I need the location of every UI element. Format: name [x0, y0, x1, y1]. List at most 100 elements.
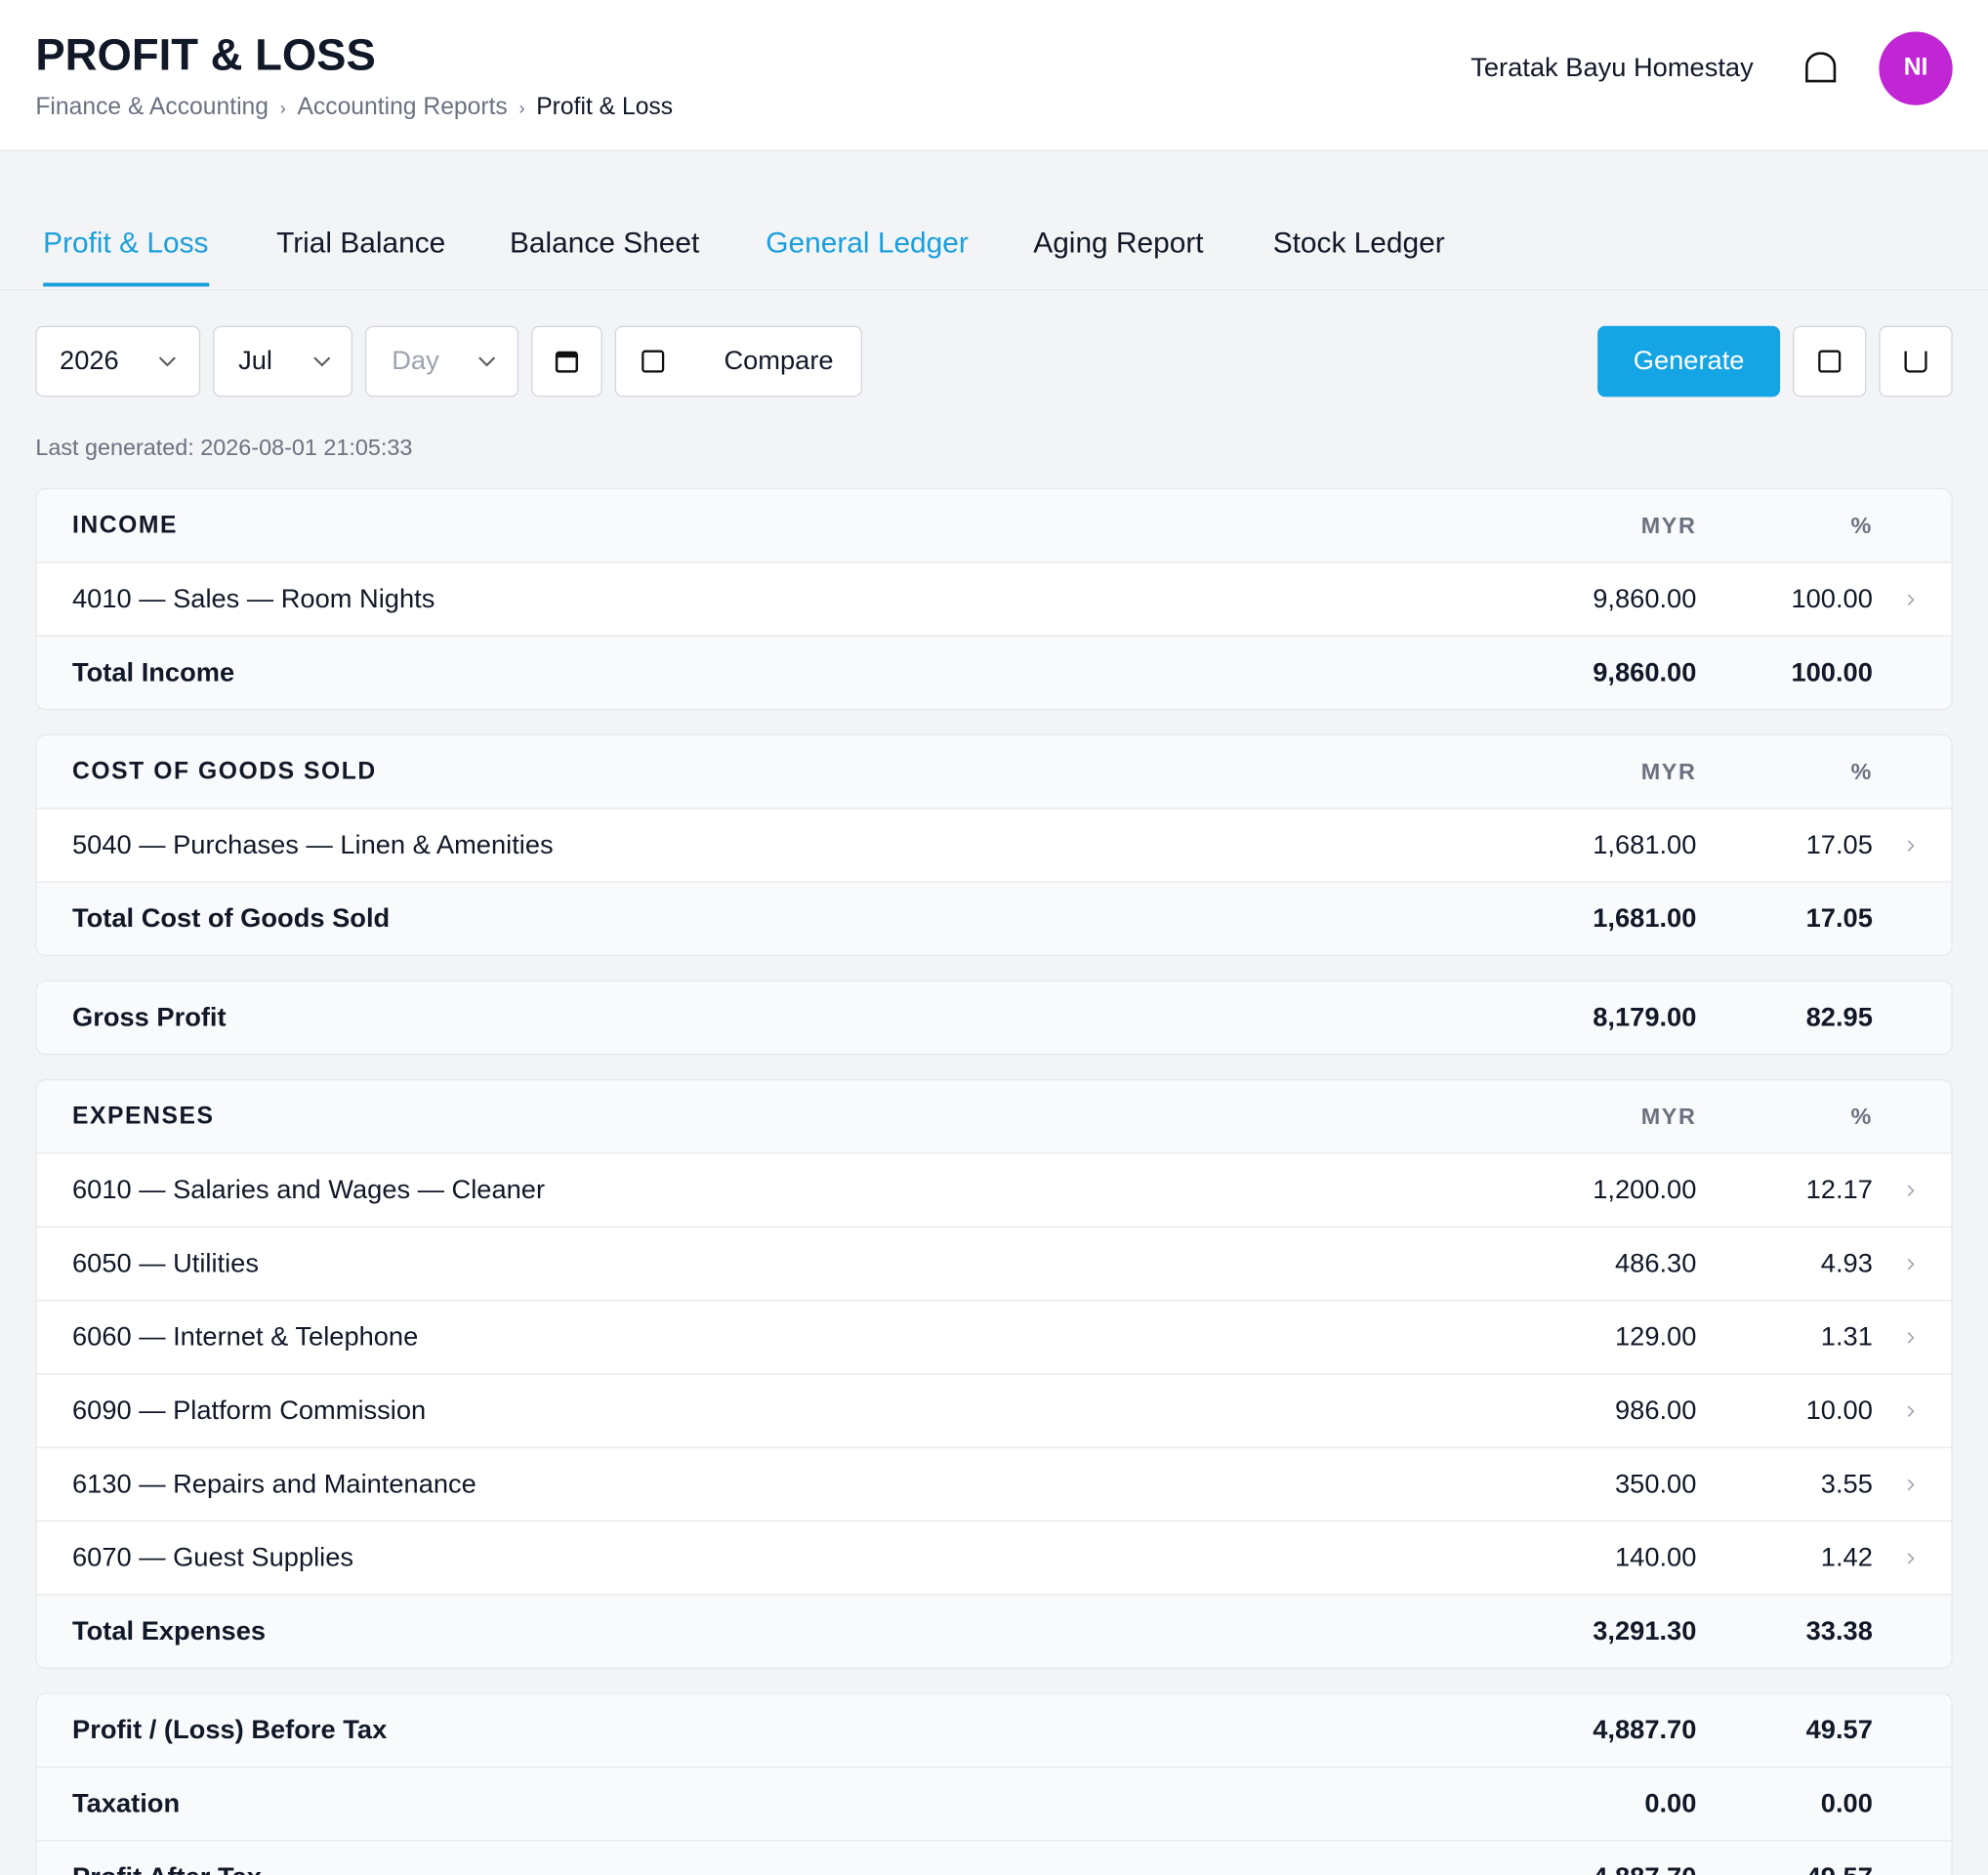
compare-toggle[interactable]: Compare [614, 325, 862, 397]
row-label: Total Income [72, 657, 235, 688]
section-header: INCOME MYR% [36, 489, 1952, 562]
top-bar: PROFIT & LOSS Finance & Accounting › Accou… [0, 0, 1988, 151]
summary-row: Profit After Tax 4,887.70 49.57 [36, 1840, 1952, 1875]
tab[interactable]: Trial Balance [276, 226, 446, 259]
row-label: 6130 — Repairs and Maintenance [72, 1469, 476, 1499]
compare-label: Compare [724, 346, 834, 376]
chevron [1907, 1553, 1915, 1564]
account-row[interactable]: 4010 — Sales — Room Nights 9,860.00 100.00 [36, 562, 1952, 635]
row-amount: 986.00 [1614, 1395, 1697, 1425]
tab[interactable]: Aging Report [1033, 226, 1204, 259]
row-label: 6070 — Guest Supplies [72, 1542, 354, 1572]
account-row[interactable]: 6090 — Platform Commission 986.00 10.00 [36, 1373, 1952, 1446]
row-percent: 3.55 [1820, 1469, 1873, 1499]
row-amount: MYR [1640, 1103, 1697, 1129]
row-amount: 9,860.00 [1593, 657, 1697, 688]
row-label: 6060 — Internet & Telephone [72, 1321, 419, 1352]
last-generated: Last generated: 2026-08-01 21:05:33 [35, 435, 413, 461]
chevron [1907, 1258, 1915, 1271]
chevron [1907, 1405, 1915, 1417]
row-amount: 4,887.70 [1593, 1862, 1696, 1875]
row-percent: 33.38 [1805, 1615, 1873, 1646]
row-percent: % [1850, 512, 1873, 538]
export-button[interactable] [1879, 325, 1953, 397]
chevron [1907, 840, 1915, 852]
account-row[interactable]: 6010 — Salaries and Wages — Cleaner 1,200… [36, 1152, 1952, 1226]
row-percent: 0.00 [1820, 1788, 1873, 1818]
row-percent: 17.05 [1805, 903, 1873, 934]
total-row: Total Cost of Goods Sold 1,681.00 17.05 [36, 881, 1952, 955]
row-amount: 4,887.70 [1593, 1715, 1697, 1745]
row-label: COST OF GOODS SOLD [72, 757, 377, 785]
tab[interactable]: Stock Ledger [1272, 226, 1445, 259]
avatar[interactable]: NI [1879, 31, 1953, 105]
calendar-button[interactable] [531, 325, 602, 397]
tab-indicator [43, 282, 210, 287]
select-value: Jul [238, 346, 272, 376]
tab[interactable]: Profit & Loss [43, 226, 209, 259]
row-amount: MYR [1640, 758, 1697, 784]
row-percent: 4.93 [1820, 1248, 1873, 1278]
tab-bar: Profit & Loss Trial Balance Balance Sheet G… [0, 0, 1988, 291]
tab[interactable]: General Ledger [766, 226, 969, 259]
row-percent: 49.57 [1806, 1862, 1873, 1875]
row-percent: % [1850, 758, 1873, 784]
summary-row: Taxation 0.00 0.00 [36, 1766, 1952, 1841]
row-label: Profit / (Loss) Before Tax [72, 1715, 388, 1745]
row-percent: 82.95 [1805, 1002, 1873, 1032]
row-label: Total Cost of Goods Sold [72, 903, 391, 934]
row-amount: 0.00 [1644, 1788, 1697, 1818]
row-amount: 1,681.00 [1593, 903, 1697, 934]
row-amount: 486.30 [1614, 1248, 1697, 1278]
account-row[interactable]: 6070 — Guest Supplies 140.00 1.42 [36, 1520, 1952, 1594]
account-row[interactable]: 5040 — Purchases — Linen & Amenities 1,68… [36, 808, 1952, 881]
account-row[interactable]: 6130 — Repairs and Maintenance 350.00 3.55 [36, 1446, 1952, 1521]
year-select[interactable]: 2026 [35, 325, 201, 397]
report-card: Gross Profit 8,179.00 82.95 [35, 979, 1953, 1056]
breadcrumb[interactable]: Accounting Reports [297, 94, 508, 121]
row-amount: 350.00 [1614, 1469, 1697, 1499]
row-percent: 1.31 [1820, 1321, 1873, 1352]
row-amount: 1,200.00 [1593, 1175, 1697, 1204]
summary-row: Profit / (Loss) Before Tax 4,887.70 49.57 [36, 1693, 1952, 1767]
row-label: EXPENSES [72, 1103, 215, 1130]
section-header: EXPENSES MYR% [36, 1080, 1952, 1153]
select-value: Day [392, 346, 439, 376]
month-select[interactable]: Jul [213, 325, 352, 397]
chevron [1907, 1479, 1915, 1491]
chevron [1907, 1332, 1915, 1344]
row-amount: MYR [1640, 512, 1697, 538]
account-row[interactable]: 6050 — Utilities 486.30 4.93 [36, 1226, 1952, 1300]
account-row[interactable]: 6060 — Internet & Telephone 129.00 1.31 [36, 1299, 1952, 1373]
summary-row: Gross Profit 8,179.00 82.95 [36, 981, 1952, 1055]
row-label: Taxation [72, 1788, 181, 1818]
print-button[interactable] [1793, 325, 1867, 397]
row-percent: 49.57 [1805, 1715, 1873, 1745]
total-row: Total Income 9,860.00 100.00 [36, 635, 1952, 709]
report-card: COST OF GOODS SOLD MYR% 5040 — Purchases —… [35, 733, 1953, 957]
row-percent: 100.00 [1791, 583, 1873, 613]
row-amount: 129.00 [1614, 1321, 1697, 1352]
report-card: EXPENSES MYR% 6010 — Salaries and Wages — … [35, 1079, 1953, 1669]
report-card: INCOME MYR% 4010 — Sales — Room Nights 9,86… [35, 487, 1953, 711]
row-percent: % [1850, 1103, 1873, 1129]
organization[interactable]: Teratak Bayu Homestay [1470, 53, 1754, 83]
breadcrumbs: Finance & Accounting › Accounting Reports ›… [35, 94, 674, 121]
notification-icon[interactable] [1802, 52, 1838, 85]
generate-button[interactable]: Generate [1597, 325, 1781, 397]
page-title: PROFIT & LOSS [35, 30, 376, 80]
breadcrumb[interactable]: Finance & Accounting [35, 94, 269, 121]
select-value: 2026 [60, 346, 119, 376]
breadcrumb: Profit & Loss [536, 94, 674, 121]
period-select[interactable]: Day [364, 325, 519, 397]
row-amount: 8,179.00 [1593, 1002, 1697, 1032]
row-label: Total Expenses [72, 1615, 267, 1646]
section-header: COST OF GOODS SOLD MYR% [36, 735, 1952, 809]
row-label: 6050 — Utilities [72, 1248, 259, 1278]
tab[interactable]: Balance Sheet [509, 226, 700, 259]
row-percent: 17.05 [1805, 829, 1873, 859]
row-label: 4010 — Sales — Room Nights [72, 583, 435, 613]
row-label: INCOME [72, 511, 179, 539]
row-amount: 3,291.30 [1593, 1615, 1697, 1646]
